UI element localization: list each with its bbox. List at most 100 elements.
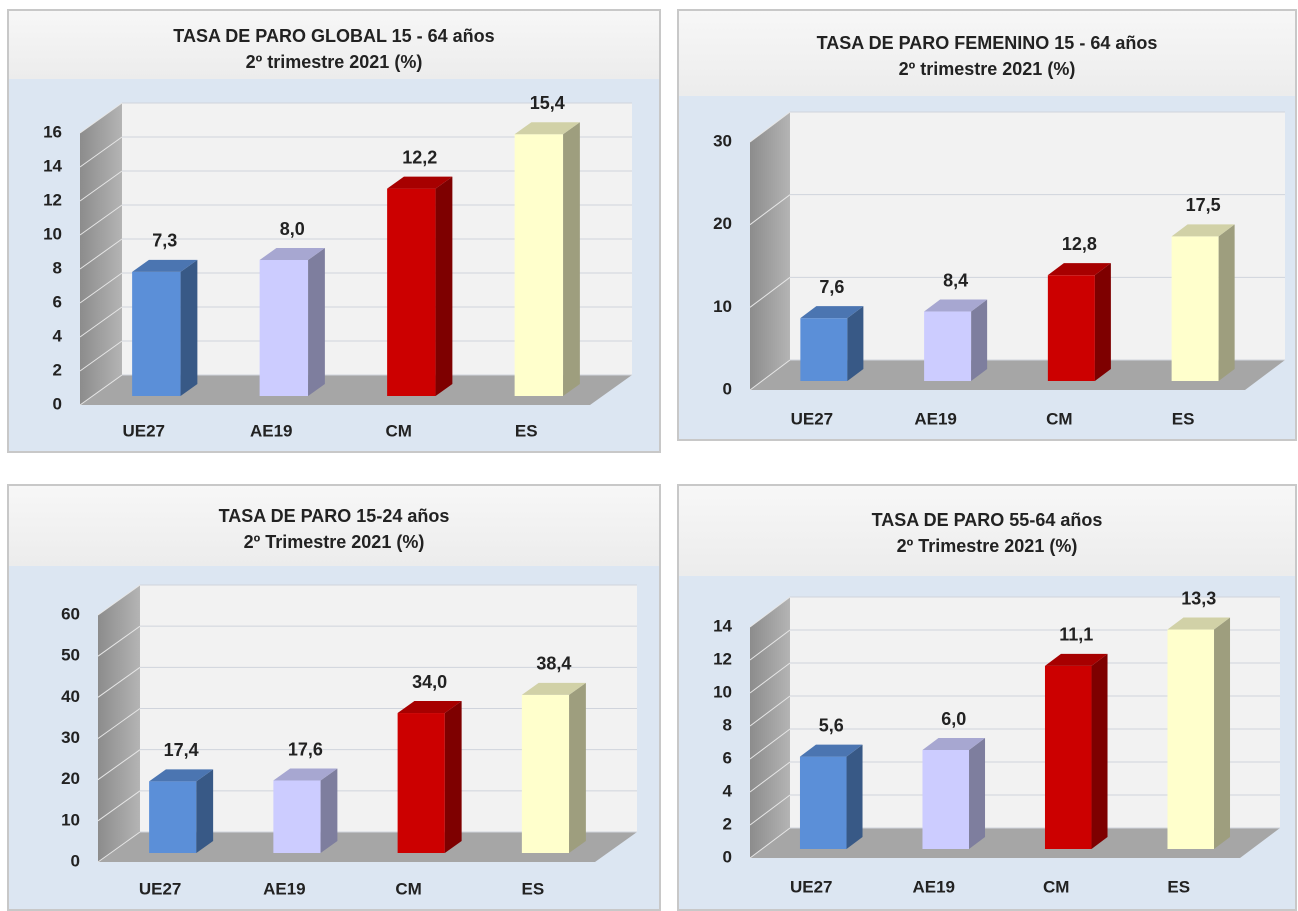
grid-line xyxy=(79,340,123,372)
value-label: 11,1 xyxy=(1059,625,1093,645)
bar xyxy=(799,756,847,849)
value-label: 13,3 xyxy=(1181,588,1216,608)
grid-line xyxy=(79,136,123,168)
bar-top xyxy=(799,744,863,757)
bar xyxy=(149,781,197,853)
chart-subtitle: 2º Trimestre 2021 (%) xyxy=(897,536,1078,556)
x-tick-label: ES xyxy=(1172,409,1195,428)
x-tick-label: AE19 xyxy=(914,409,957,428)
value-label: 5,6 xyxy=(819,715,844,735)
y-tick-label: 12 xyxy=(713,649,732,668)
floor xyxy=(98,832,637,862)
grid-line xyxy=(749,596,791,628)
y-tick-label: 6 xyxy=(53,292,62,311)
bar xyxy=(800,318,848,381)
grid-line xyxy=(79,238,123,270)
x-tick-label: CM xyxy=(386,421,412,440)
bar-side xyxy=(1091,653,1108,849)
y-tick-label: 12 xyxy=(43,190,62,209)
x-tick-label: UE27 xyxy=(122,421,165,440)
y-tick-label: 10 xyxy=(713,297,732,316)
bar-side xyxy=(320,768,338,853)
chart-subtitle: 2º Trimestre 2021 (%) xyxy=(244,532,425,552)
bar xyxy=(924,311,972,381)
x-tick-label: AE19 xyxy=(263,879,306,898)
x-tick-label: ES xyxy=(515,421,538,440)
floor xyxy=(750,828,1280,858)
x-tick-label: CM xyxy=(1043,877,1069,896)
y-tick-label: 0 xyxy=(53,394,62,413)
grid-line xyxy=(749,761,791,793)
bar-side xyxy=(1218,224,1235,381)
grid-line xyxy=(97,831,141,863)
bar xyxy=(1047,275,1095,381)
bar-top xyxy=(132,259,198,272)
bar xyxy=(132,271,181,396)
bar-side xyxy=(196,769,214,853)
grid-line xyxy=(97,625,141,657)
value-label: 34,0 xyxy=(412,672,447,692)
y-tick-label: 14 xyxy=(43,156,62,175)
floor xyxy=(80,375,632,405)
bar-side xyxy=(1094,263,1111,381)
y-tick-label: 0 xyxy=(723,847,732,866)
bar-side xyxy=(569,682,586,853)
value-label: 7,6 xyxy=(819,277,844,297)
y-tick-label: 2 xyxy=(723,814,732,833)
y-tick-label: 20 xyxy=(713,214,732,233)
grid-line xyxy=(749,111,791,143)
grid-line xyxy=(749,728,791,760)
grid-line xyxy=(97,584,141,616)
panel-header xyxy=(9,486,659,566)
grid-line xyxy=(79,102,123,134)
value-label: 15,4 xyxy=(530,93,565,113)
grid-line xyxy=(749,194,791,226)
grid-line xyxy=(749,629,791,661)
bar-side xyxy=(971,299,988,381)
panel-header xyxy=(679,11,1295,96)
bar-side xyxy=(444,701,462,853)
y-tick-label: 4 xyxy=(53,326,63,345)
panel-header xyxy=(679,486,1295,576)
bar-top xyxy=(273,768,338,781)
x-tick-label: UE27 xyxy=(790,877,833,896)
x-tick-label: AE19 xyxy=(250,421,293,440)
grid-line xyxy=(97,790,141,822)
y-tick-label: 30 xyxy=(61,728,80,747)
value-label: 17,4 xyxy=(164,740,199,760)
bar-top xyxy=(1167,617,1231,630)
chart-title: TASA DE PARO 15-24 años xyxy=(219,506,450,526)
value-label: 17,5 xyxy=(1186,195,1221,215)
grid-line xyxy=(79,170,123,202)
grid-line xyxy=(97,666,141,698)
grid-line xyxy=(79,272,123,304)
bar-top xyxy=(1047,263,1111,276)
panel-header xyxy=(9,11,659,79)
bar xyxy=(1167,629,1215,849)
bar-side xyxy=(180,259,198,396)
chart-subtitle: 2º trimestre 2021 (%) xyxy=(899,59,1076,79)
bar xyxy=(514,134,564,396)
y-tick-label: 6 xyxy=(723,748,732,767)
grid-line xyxy=(749,827,791,859)
bar-top xyxy=(1044,653,1108,666)
y-tick-label: 8 xyxy=(53,258,62,277)
y-tick-label: 14 xyxy=(713,616,732,635)
bar xyxy=(397,713,445,853)
grid-line xyxy=(97,749,141,781)
bar-side xyxy=(563,122,580,396)
chart-title: TASA DE PARO FEMENINO 15 - 64 años xyxy=(817,33,1158,53)
value-label: 38,4 xyxy=(536,654,571,674)
y-tick-label: 4 xyxy=(723,781,733,800)
x-tick-label: UE27 xyxy=(139,879,182,898)
y-tick-label: 60 xyxy=(61,604,80,623)
y-tick-label: 0 xyxy=(723,379,732,398)
bar-top xyxy=(397,701,462,714)
x-tick-label: CM xyxy=(1046,409,1072,428)
bar xyxy=(273,780,321,853)
grid-line xyxy=(749,276,791,308)
y-tick-label: 10 xyxy=(713,682,732,701)
grid-line xyxy=(79,204,123,236)
bar-top xyxy=(514,122,580,135)
grid-line xyxy=(79,306,123,338)
